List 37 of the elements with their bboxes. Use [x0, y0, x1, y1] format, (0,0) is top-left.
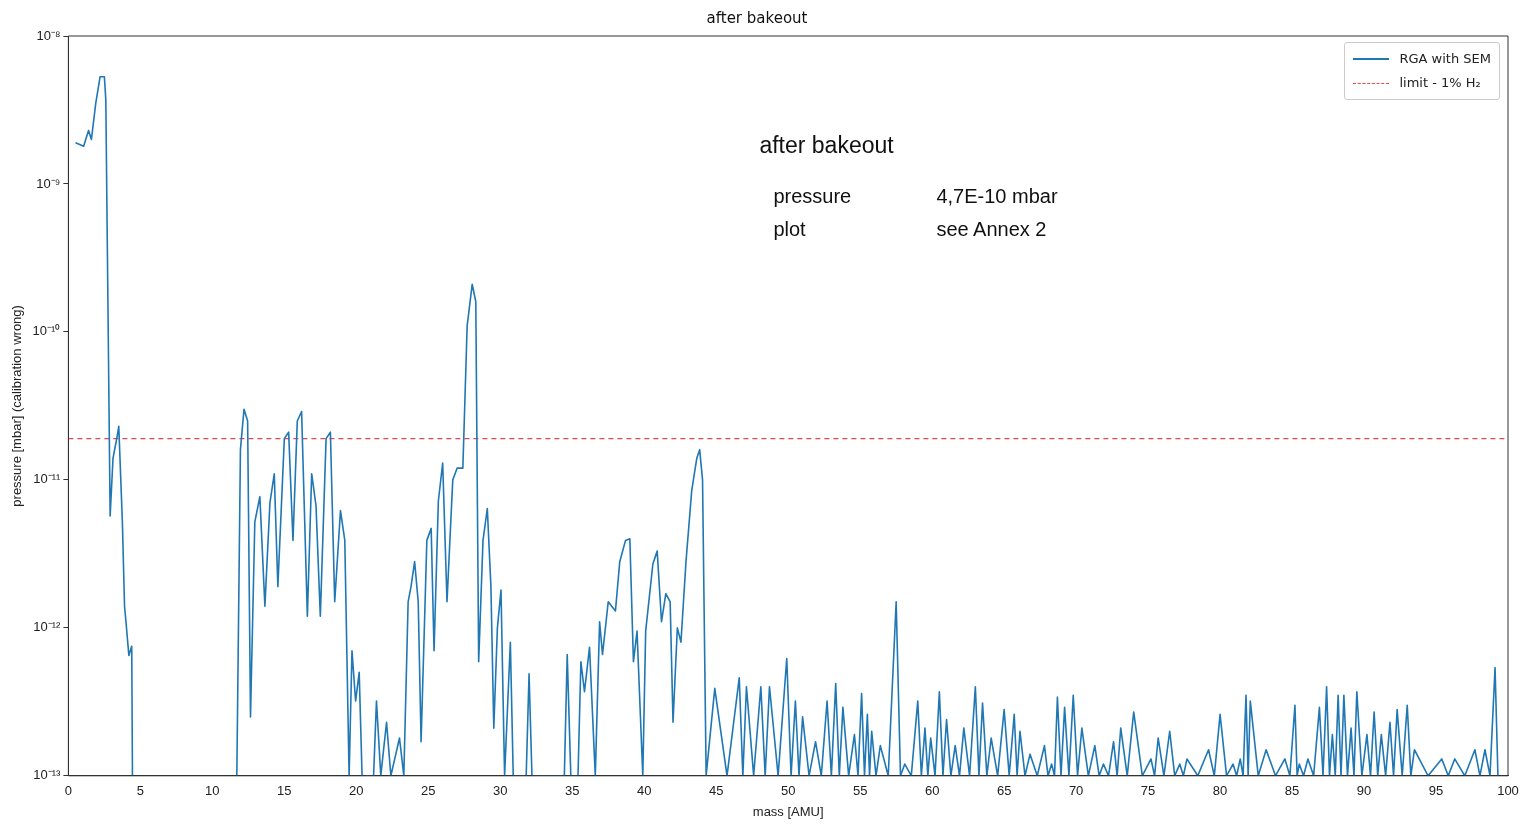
y-tick-label: 10⁻¹⁰ [32, 323, 61, 339]
x-tick-label: 50 [780, 783, 796, 799]
x-axis-title: mass [AMU] [752, 803, 824, 819]
x-tick-label: 10 [205, 783, 220, 799]
x-tick-label: 60 [924, 783, 940, 799]
x-tick-label: 75 [1140, 783, 1156, 799]
x-tick-label: 70 [1068, 783, 1084, 799]
y-tick-label: 10⁻⁹ [36, 175, 61, 191]
annotation: pressure [773, 185, 853, 208]
x-tick-label: 5 [136, 783, 144, 799]
y-axis-title: pressure [mbar] (calibration wrong) [9, 305, 25, 507]
x-tick-label: 65 [996, 783, 1012, 799]
x-tick-label: 55 [852, 783, 868, 799]
x-tick-label: 85 [1284, 783, 1300, 799]
x-tick-label: 45 [708, 783, 724, 799]
x-tick-label: 20 [349, 783, 364, 799]
x-tick-label: 100 [1497, 783, 1519, 799]
legend-label: RGA with SEM [1399, 50, 1491, 68]
y-tick-label: 10⁻¹³ [33, 767, 62, 783]
legend-label: limit - 1% H₂ [1399, 74, 1481, 92]
y-tick-label: 10⁻¹² [33, 619, 62, 635]
x-tick-label: 15 [277, 783, 292, 799]
y-tick-label: 10⁻¹¹ [33, 471, 62, 487]
annotation: see Annex 2 [936, 218, 1048, 241]
y-tick-label: 10⁻⁸ [36, 27, 61, 43]
annotation: plot [773, 218, 807, 241]
x-tick-label: 0 [64, 783, 73, 799]
chart-title: after bakeout [706, 8, 808, 27]
x-tick-label: 30 [493, 783, 508, 799]
x-tick-label: 90 [1356, 783, 1372, 799]
x-tick-label: 40 [637, 783, 652, 799]
x-tick-label: 25 [421, 783, 436, 799]
annotation: 4,7E-10 mbar [936, 185, 1058, 208]
x-tick-label: 95 [1428, 783, 1444, 799]
x-tick-label: 80 [1212, 783, 1228, 799]
annotation: after bakeout [759, 132, 895, 159]
x-tick-label: 35 [565, 783, 580, 799]
